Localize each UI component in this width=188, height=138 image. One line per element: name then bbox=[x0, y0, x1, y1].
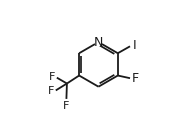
Text: F: F bbox=[49, 72, 55, 82]
Text: F: F bbox=[63, 101, 70, 111]
Circle shape bbox=[95, 39, 102, 45]
Text: I: I bbox=[132, 39, 136, 52]
Text: F: F bbox=[48, 86, 54, 96]
Text: F: F bbox=[132, 72, 139, 85]
Text: N: N bbox=[94, 36, 103, 49]
